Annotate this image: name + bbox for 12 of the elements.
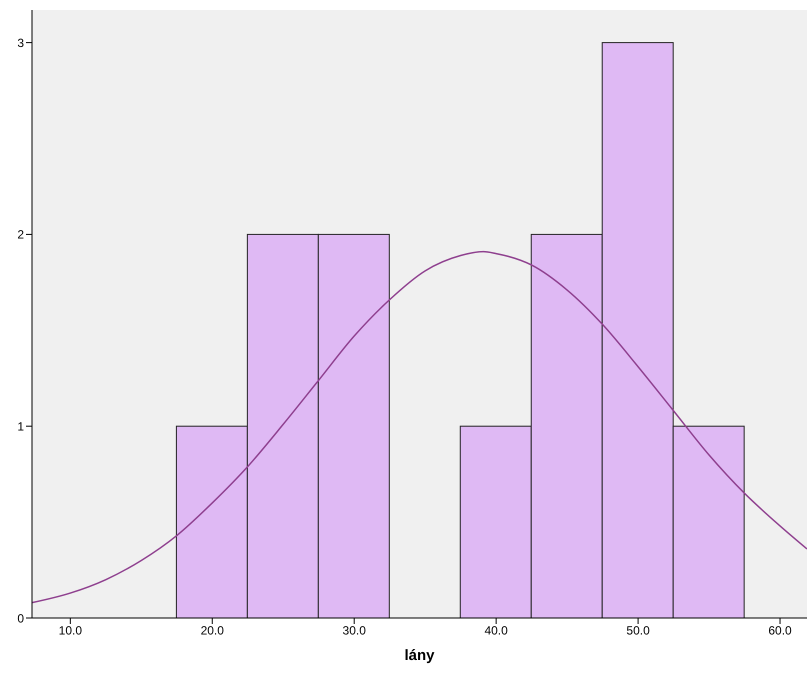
x-tick-label: 10.0 xyxy=(58,624,82,638)
x-tick-label: 50.0 xyxy=(626,624,650,638)
line-series xyxy=(32,250,807,604)
y-tick-label: 3 xyxy=(17,36,24,50)
x-axis-title: lány xyxy=(404,647,436,664)
x-tick-label: 40.0 xyxy=(484,624,508,638)
y-tick-label: 0 xyxy=(17,611,24,626)
x-tick-label: 20.0 xyxy=(200,624,224,638)
y-tick-label: 2 xyxy=(17,228,24,242)
x-tick-label: 60.0 xyxy=(768,624,792,638)
y-tick-label: 1 xyxy=(17,419,24,434)
x-tick-label: 30.0 xyxy=(342,624,366,638)
